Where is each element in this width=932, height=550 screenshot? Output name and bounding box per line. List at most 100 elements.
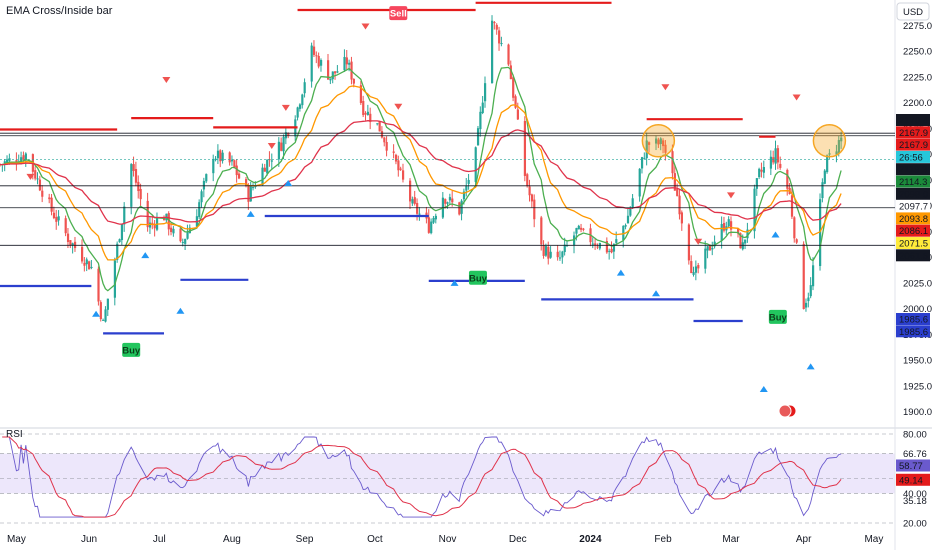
candle-body [434,215,437,220]
price-label: 2097.7 [899,202,928,213]
candle-body [711,247,714,250]
candle-body [645,140,648,159]
candle-body [186,232,189,239]
candle-body [474,147,477,182]
candle-body [713,241,716,247]
candle-body [345,57,348,65]
candle-body [495,24,498,30]
sell-marker [267,142,276,149]
candle-body [678,195,681,215]
candle-body [826,155,829,173]
candle-body [580,227,583,230]
price-label-box [896,224,930,237]
candle-body [413,197,416,204]
signal-badge-label: Buy [769,312,788,323]
candle-body [690,261,693,274]
candle-body [430,221,433,234]
candle-body [526,174,529,187]
price-label-box [896,150,930,163]
candle-body [401,170,405,180]
price-label-box [896,212,930,225]
candle-body [329,78,332,81]
candle-body [462,191,466,200]
candle-body [776,148,780,163]
candle-body [146,200,149,228]
price-label-box [896,313,930,325]
candle-body [823,170,826,184]
candle-body [687,224,691,261]
price-label: 2170.4 [899,116,928,127]
candle-body [200,191,203,203]
candle-body [214,158,217,161]
candle-body [720,224,723,241]
price-label-box [896,163,930,176]
candle-body [758,168,761,178]
candle-body [542,244,545,256]
candle-body [36,178,39,180]
candle-body [512,77,515,98]
time-tick-label: Oct [367,534,383,545]
candle-body [460,200,463,214]
event-icon [778,404,792,418]
candle-body [481,102,484,113]
candle-body [544,246,548,256]
candle-body [500,43,503,45]
candle-body [573,235,576,246]
highlight-circle [641,124,676,158]
candle-body [331,71,334,80]
candle-body [71,243,74,246]
candle-body [252,187,255,189]
candle-body [804,302,808,308]
candle-body [479,111,482,130]
price-label: 2098.0 [899,189,928,200]
candle-body [458,202,461,215]
candle-body [680,212,683,224]
candle-body [116,243,119,260]
candle-body [608,250,611,252]
candle-body [123,206,126,225]
sell-marker [26,173,35,180]
candle-body [807,297,810,302]
price-label-box [896,237,930,249]
candle-body [786,169,789,189]
candle-body [509,65,512,80]
buy-marker [806,363,815,370]
candle-body [336,71,339,73]
time-tick-label: Nov [439,534,457,545]
rsi-tick-label: 35.18 [903,496,927,507]
currency-label: USD [903,7,923,18]
price-label: 2071.5 [899,239,928,250]
signal-badge-label: Sell [390,9,407,20]
candle-body [394,154,398,162]
candles [0,15,843,323]
candle-body [605,241,609,253]
sell-marker [394,103,403,110]
price-label: 2167.9 [899,128,928,139]
candle-body [263,167,266,172]
candle-body [296,107,299,118]
rsi-band [0,453,895,494]
rsi-tick-label: 40.00 [903,489,927,500]
candle-body [615,239,618,243]
candle-body [359,85,363,103]
candle-body [132,164,135,171]
buy-marker [141,252,150,259]
candle-body [840,137,843,142]
candle-body [172,228,175,234]
candle-body [254,185,257,187]
highlight-circle [812,124,847,158]
candle-body [282,136,285,152]
candle-body [151,222,154,224]
candle-body [530,194,534,202]
candle-body [179,228,182,242]
price-tick-label: 1925.0 [903,381,932,392]
time-tick-label: Apr [796,534,812,545]
candle-body [198,202,201,218]
candle-body [409,180,412,202]
price-label: 2086.1 [899,226,928,237]
price-label-box [896,249,930,262]
candle-body [556,251,559,258]
rsi-pane-label: RSI [6,429,23,440]
candle-body [55,216,58,222]
